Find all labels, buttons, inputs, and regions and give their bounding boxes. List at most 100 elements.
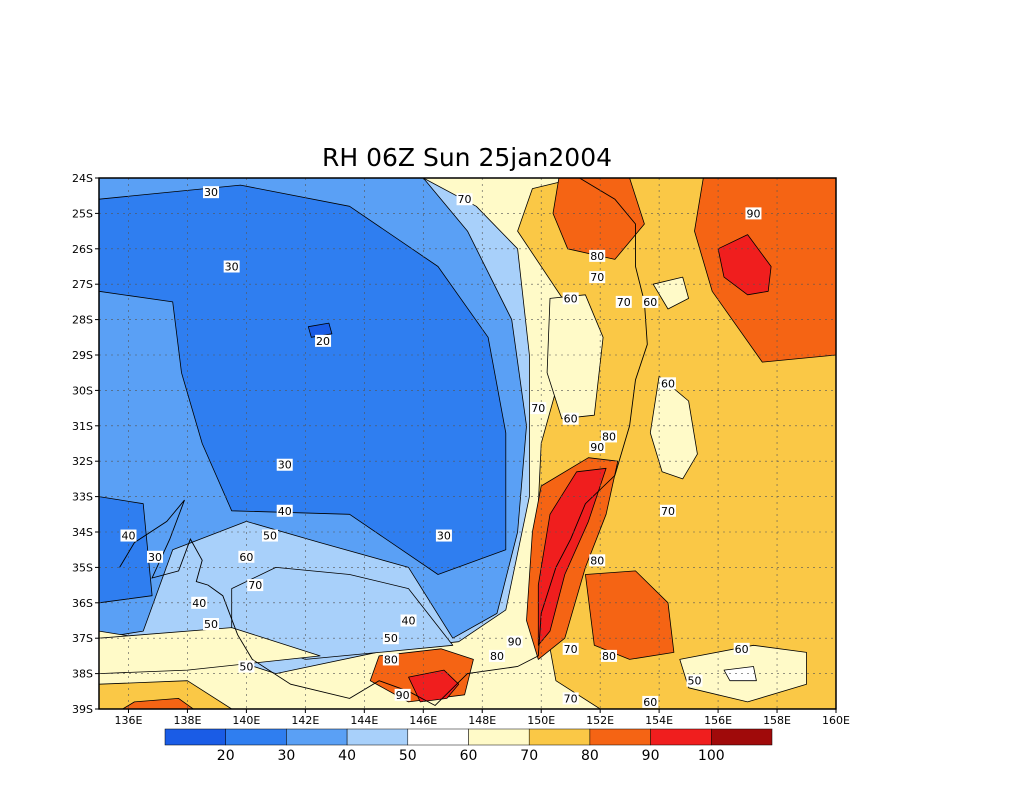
contour-label-text: 70	[564, 643, 578, 656]
contour-label: 50	[261, 529, 278, 543]
y-tick-label: 29S	[72, 349, 93, 362]
colorbar-swatch	[164, 728, 226, 746]
y-tick-label: 26S	[72, 243, 93, 256]
contour-label-text: 70	[564, 692, 578, 705]
contour-label: 30	[435, 529, 452, 543]
contour-label-text: 60	[661, 377, 675, 390]
contour-label: 80	[589, 249, 606, 263]
contour-label-bg	[615, 295, 632, 308]
contour-label-bg	[488, 649, 505, 662]
contour-label-bg	[642, 695, 659, 708]
contour-label-bg	[589, 271, 606, 284]
contour-label-bg	[659, 377, 676, 390]
contour-label-bg	[686, 674, 703, 687]
contour-label: 70	[530, 402, 547, 415]
contour-label: 60	[659, 377, 676, 390]
contour-label-bg	[589, 441, 606, 454]
contour-label-bg	[400, 614, 417, 627]
region-rh-10-20	[307, 322, 333, 338]
y-tick-label: 30S	[72, 384, 93, 397]
colorbar-swatch	[225, 728, 287, 746]
contour-label-bg	[238, 660, 255, 673]
contour-label-text: 70	[590, 271, 604, 284]
contour-label-bg	[562, 292, 579, 305]
colorbar-tick-label: 80	[581, 748, 599, 764]
colorbar-tick-label: 20	[217, 748, 235, 764]
x-tick-label: 144E	[350, 714, 378, 727]
contour-label-text: 80	[590, 250, 604, 263]
y-tick-label: 28S	[72, 314, 93, 327]
contour-label-bg	[247, 579, 264, 592]
contour-labels: 3030203040506070403040505030405080907080…	[120, 186, 762, 709]
contour-label: 50	[686, 674, 703, 688]
contour-label-bg	[382, 632, 399, 645]
contour-label-text: 90	[590, 441, 604, 454]
contour-label-text: 60	[564, 292, 578, 305]
contour-label-bg	[530, 402, 547, 415]
contour-label-text: 90	[746, 207, 760, 220]
contour-label: 30	[203, 186, 220, 199]
region-rh-60-70	[649, 375, 698, 480]
contour-label-bg	[659, 504, 676, 517]
region-rh-70-80	[99, 680, 233, 709]
region-rh-80-90	[552, 178, 645, 260]
contour-label-text: 40	[192, 597, 206, 610]
x-tick-label: 142E	[291, 714, 319, 727]
colorbar-swatch	[407, 728, 469, 746]
contour-label-bg	[223, 260, 240, 273]
contour-label: 70	[659, 504, 676, 518]
colorbar-swatch	[650, 728, 712, 746]
x-tick-label: 138E	[173, 714, 201, 727]
contour-label-bg	[456, 193, 473, 206]
contour-label: 70	[562, 642, 579, 656]
contour-label-bg	[120, 529, 137, 542]
colorbar-tick-label: 100	[698, 748, 725, 764]
contour-label: 90	[394, 688, 411, 702]
contour-label: 90	[589, 441, 606, 454]
contour-label-text: 80	[384, 653, 398, 666]
contour-label: 50	[203, 618, 220, 631]
colorbar-tick-label: 70	[520, 748, 538, 764]
contour-label-text: 50	[687, 675, 701, 688]
contour-label-text: 50	[239, 661, 253, 674]
contour-label: 90	[745, 207, 762, 220]
contour-label: 40	[120, 529, 137, 543]
contour-label: 20	[315, 334, 332, 348]
contour-label-bg	[562, 412, 579, 425]
contour-label-text: 50	[263, 530, 277, 543]
region-rh-60-70	[652, 276, 689, 310]
contour-label-text: 70	[661, 505, 675, 518]
contour-label-text: 60	[239, 551, 253, 564]
region-rh-50-60	[723, 666, 757, 682]
contour-label: 70	[247, 579, 264, 592]
contour-label: 40	[191, 596, 208, 610]
contour-label-bg	[506, 635, 523, 648]
contour-label: 60	[642, 295, 659, 309]
contour-label-text: 70	[531, 402, 545, 415]
contour-label-bg	[589, 554, 606, 567]
contour-label: 30	[223, 260, 240, 274]
contour-label-bg	[276, 504, 293, 517]
contour-label: 90	[506, 635, 523, 649]
y-tick-label: 33S	[72, 491, 93, 504]
contour-label-bg	[394, 688, 411, 701]
region-rh-60-70	[546, 294, 604, 420]
contour-label-bg	[589, 249, 606, 262]
y-tick-label: 39S	[72, 703, 93, 716]
region-rh-20-30	[99, 184, 507, 575]
contour-label-text: 40	[121, 530, 135, 543]
contour-label-text: 80	[590, 554, 604, 567]
contour-label: 80	[589, 554, 606, 567]
y-axis-ticks: 24S 25S 26S 27S 28S 29S 30S 31S 32S 33S 34S 35S 36S 3…	[72, 172, 99, 716]
x-tick-label: 140E	[232, 714, 260, 727]
contour-label: 80	[382, 653, 399, 666]
y-tick-label: 25S	[72, 207, 93, 220]
contour-label-text: 60	[735, 643, 749, 656]
contour-label-bg	[276, 458, 293, 471]
contour-label: 50	[238, 660, 255, 674]
contour-label-bg	[562, 642, 579, 655]
contour-label-bg	[315, 334, 332, 347]
x-tick-label: 154E	[645, 714, 673, 727]
contour-label-bg	[382, 653, 399, 666]
contour-label-bg	[642, 295, 659, 308]
